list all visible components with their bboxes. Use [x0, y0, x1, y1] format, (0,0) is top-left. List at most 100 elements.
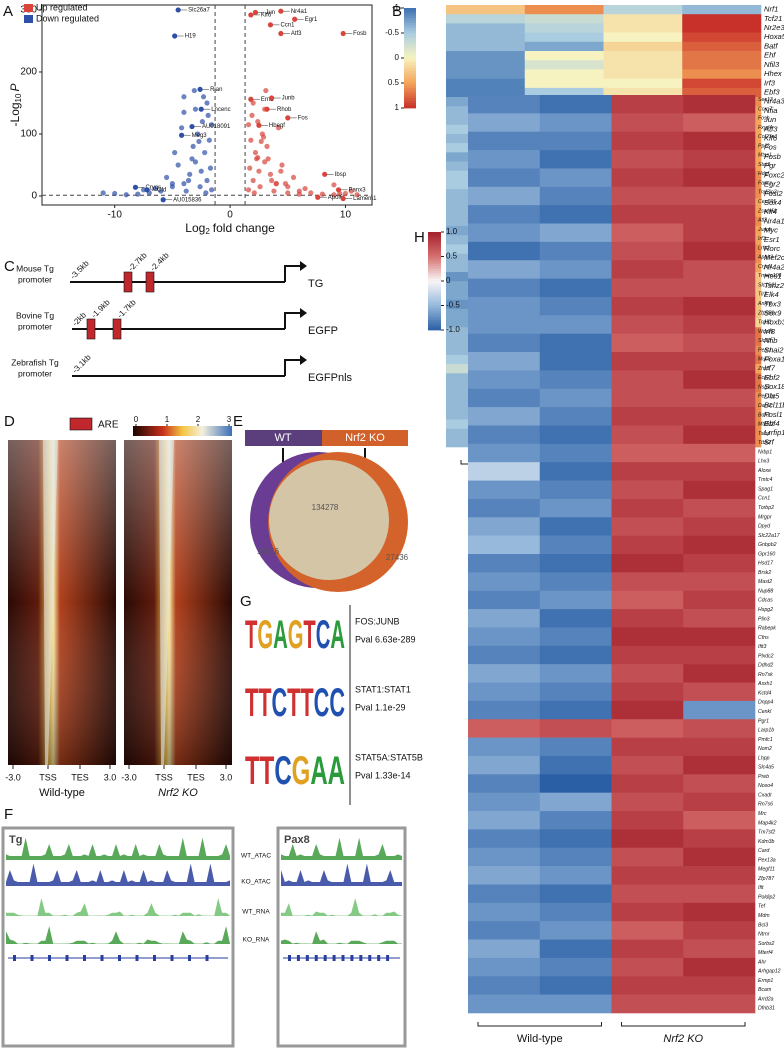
heat-cell: [539, 278, 612, 298]
axis-label: -3.0: [5, 772, 21, 782]
gene-label: Kdm3b: [758, 839, 775, 845]
heat-cell: [539, 352, 612, 371]
colorbar-step: [404, 75, 416, 79]
heat-cell: [603, 23, 683, 33]
colorbar-step: [428, 256, 441, 260]
heat-cell: [539, 480, 612, 500]
heat-cell: [539, 811, 612, 830]
heatmap-shade: [124, 440, 232, 765]
gene-label: Dlx5: [764, 391, 780, 400]
heat-cell: [682, 32, 762, 43]
heat-cell: [539, 645, 612, 665]
panel-label: A: [3, 3, 13, 20]
point: [200, 94, 207, 100]
heat-cell: [524, 14, 604, 24]
label-part: -Log: [8, 102, 22, 126]
heat-cell: [468, 902, 541, 922]
heat-cell: [539, 168, 612, 188]
gene-name: EGFPnls: [308, 372, 353, 384]
gene-label: Ebf3: [764, 87, 780, 96]
point: [271, 188, 277, 194]
annotated-point: [340, 195, 346, 202]
heat-cell: [611, 554, 684, 573]
heat-cell: [539, 829, 612, 849]
colorbar-step: [428, 249, 441, 252]
are-box: [123, 271, 133, 293]
colorbar-step: [404, 68, 416, 71]
heat-cell: [611, 902, 684, 922]
exon: [288, 955, 291, 961]
point: [209, 122, 215, 128]
colorbar-step: [404, 105, 416, 109]
heat-cell: [468, 333, 541, 353]
gene-label: Rabepk: [758, 626, 776, 632]
heat-cell: [611, 462, 684, 481]
legend-label: ARE: [98, 420, 119, 431]
gene-label: Tbx3: [764, 299, 782, 308]
gene-label: Arhgap12: [757, 969, 781, 975]
gene-label: Muc6: [758, 357, 771, 363]
signal-track: [6, 837, 230, 860]
annotated-point: [248, 12, 254, 18]
heat-cell: [611, 627, 684, 647]
heat-cell: [683, 774, 756, 793]
exon: [118, 955, 121, 961]
venn-count: 15166: [257, 547, 280, 556]
heat-cell: [683, 205, 756, 224]
gene-annotation: Slc26a7: [188, 8, 210, 14]
logo-letter: T: [245, 613, 257, 657]
annotated-point: [340, 30, 346, 37]
point: [204, 177, 210, 184]
heat-cell: [468, 884, 541, 904]
heat-cell: [683, 700, 756, 720]
track-label: WT_RNA: [242, 909, 270, 916]
heat-cell: [683, 682, 756, 702]
logo-letter: T: [245, 681, 258, 725]
heat-cell: [603, 60, 683, 70]
colorbar-step: [404, 80, 416, 84]
gene-label: Esr1: [764, 235, 780, 244]
logo-letter: T: [287, 681, 300, 725]
heat-cell: [524, 5, 604, 15]
exon: [65, 955, 69, 961]
point: [331, 192, 337, 198]
gene-annotation: Apol6: [328, 195, 344, 201]
exon: [323, 955, 327, 961]
colorbar-step: [404, 88, 416, 91]
gene-label: Irf3: [764, 78, 776, 87]
gene-label: Srf: [764, 437, 775, 446]
motif-name: STAT1:STAT1: [355, 684, 411, 694]
heat-cell: [683, 168, 756, 188]
heat-cell: [611, 957, 684, 977]
group-bar: [322, 430, 408, 446]
colorbar-step: [404, 83, 416, 86]
gene-label: Slc16a1: [758, 282, 777, 288]
heat-cell: [683, 113, 756, 133]
point: [290, 174, 297, 181]
heat-cell: [611, 609, 684, 628]
gene-label: Ebf4: [764, 419, 780, 428]
locus-box: [276, 826, 407, 1048]
point: [273, 181, 279, 187]
colorbar-step: [404, 48, 416, 51]
legend-label: Down regulated: [36, 13, 99, 23]
colorbar-step: [404, 93, 416, 96]
point: [192, 159, 199, 165]
x-tick-label: 10: [340, 210, 352, 221]
colorbar-step: [428, 295, 441, 299]
colorbar-step: [428, 290, 441, 294]
point: [319, 191, 325, 197]
gene-label: Cryzl1: [758, 264, 773, 270]
point: [262, 159, 268, 165]
point: [257, 184, 263, 190]
gene-label: Foxc2: [764, 170, 784, 179]
colorbar-label: 0: [446, 276, 451, 285]
heat-cell: [611, 425, 684, 445]
gene-label: Snai2: [764, 345, 784, 354]
heat-cell: [611, 131, 684, 151]
gene-annotation: Egr1: [305, 17, 318, 23]
heat-cell: [446, 32, 526, 43]
position-label: -1.9kb: [90, 297, 112, 319]
heat-cell: [468, 719, 541, 738]
gene-label: Ccn1: [758, 496, 770, 502]
